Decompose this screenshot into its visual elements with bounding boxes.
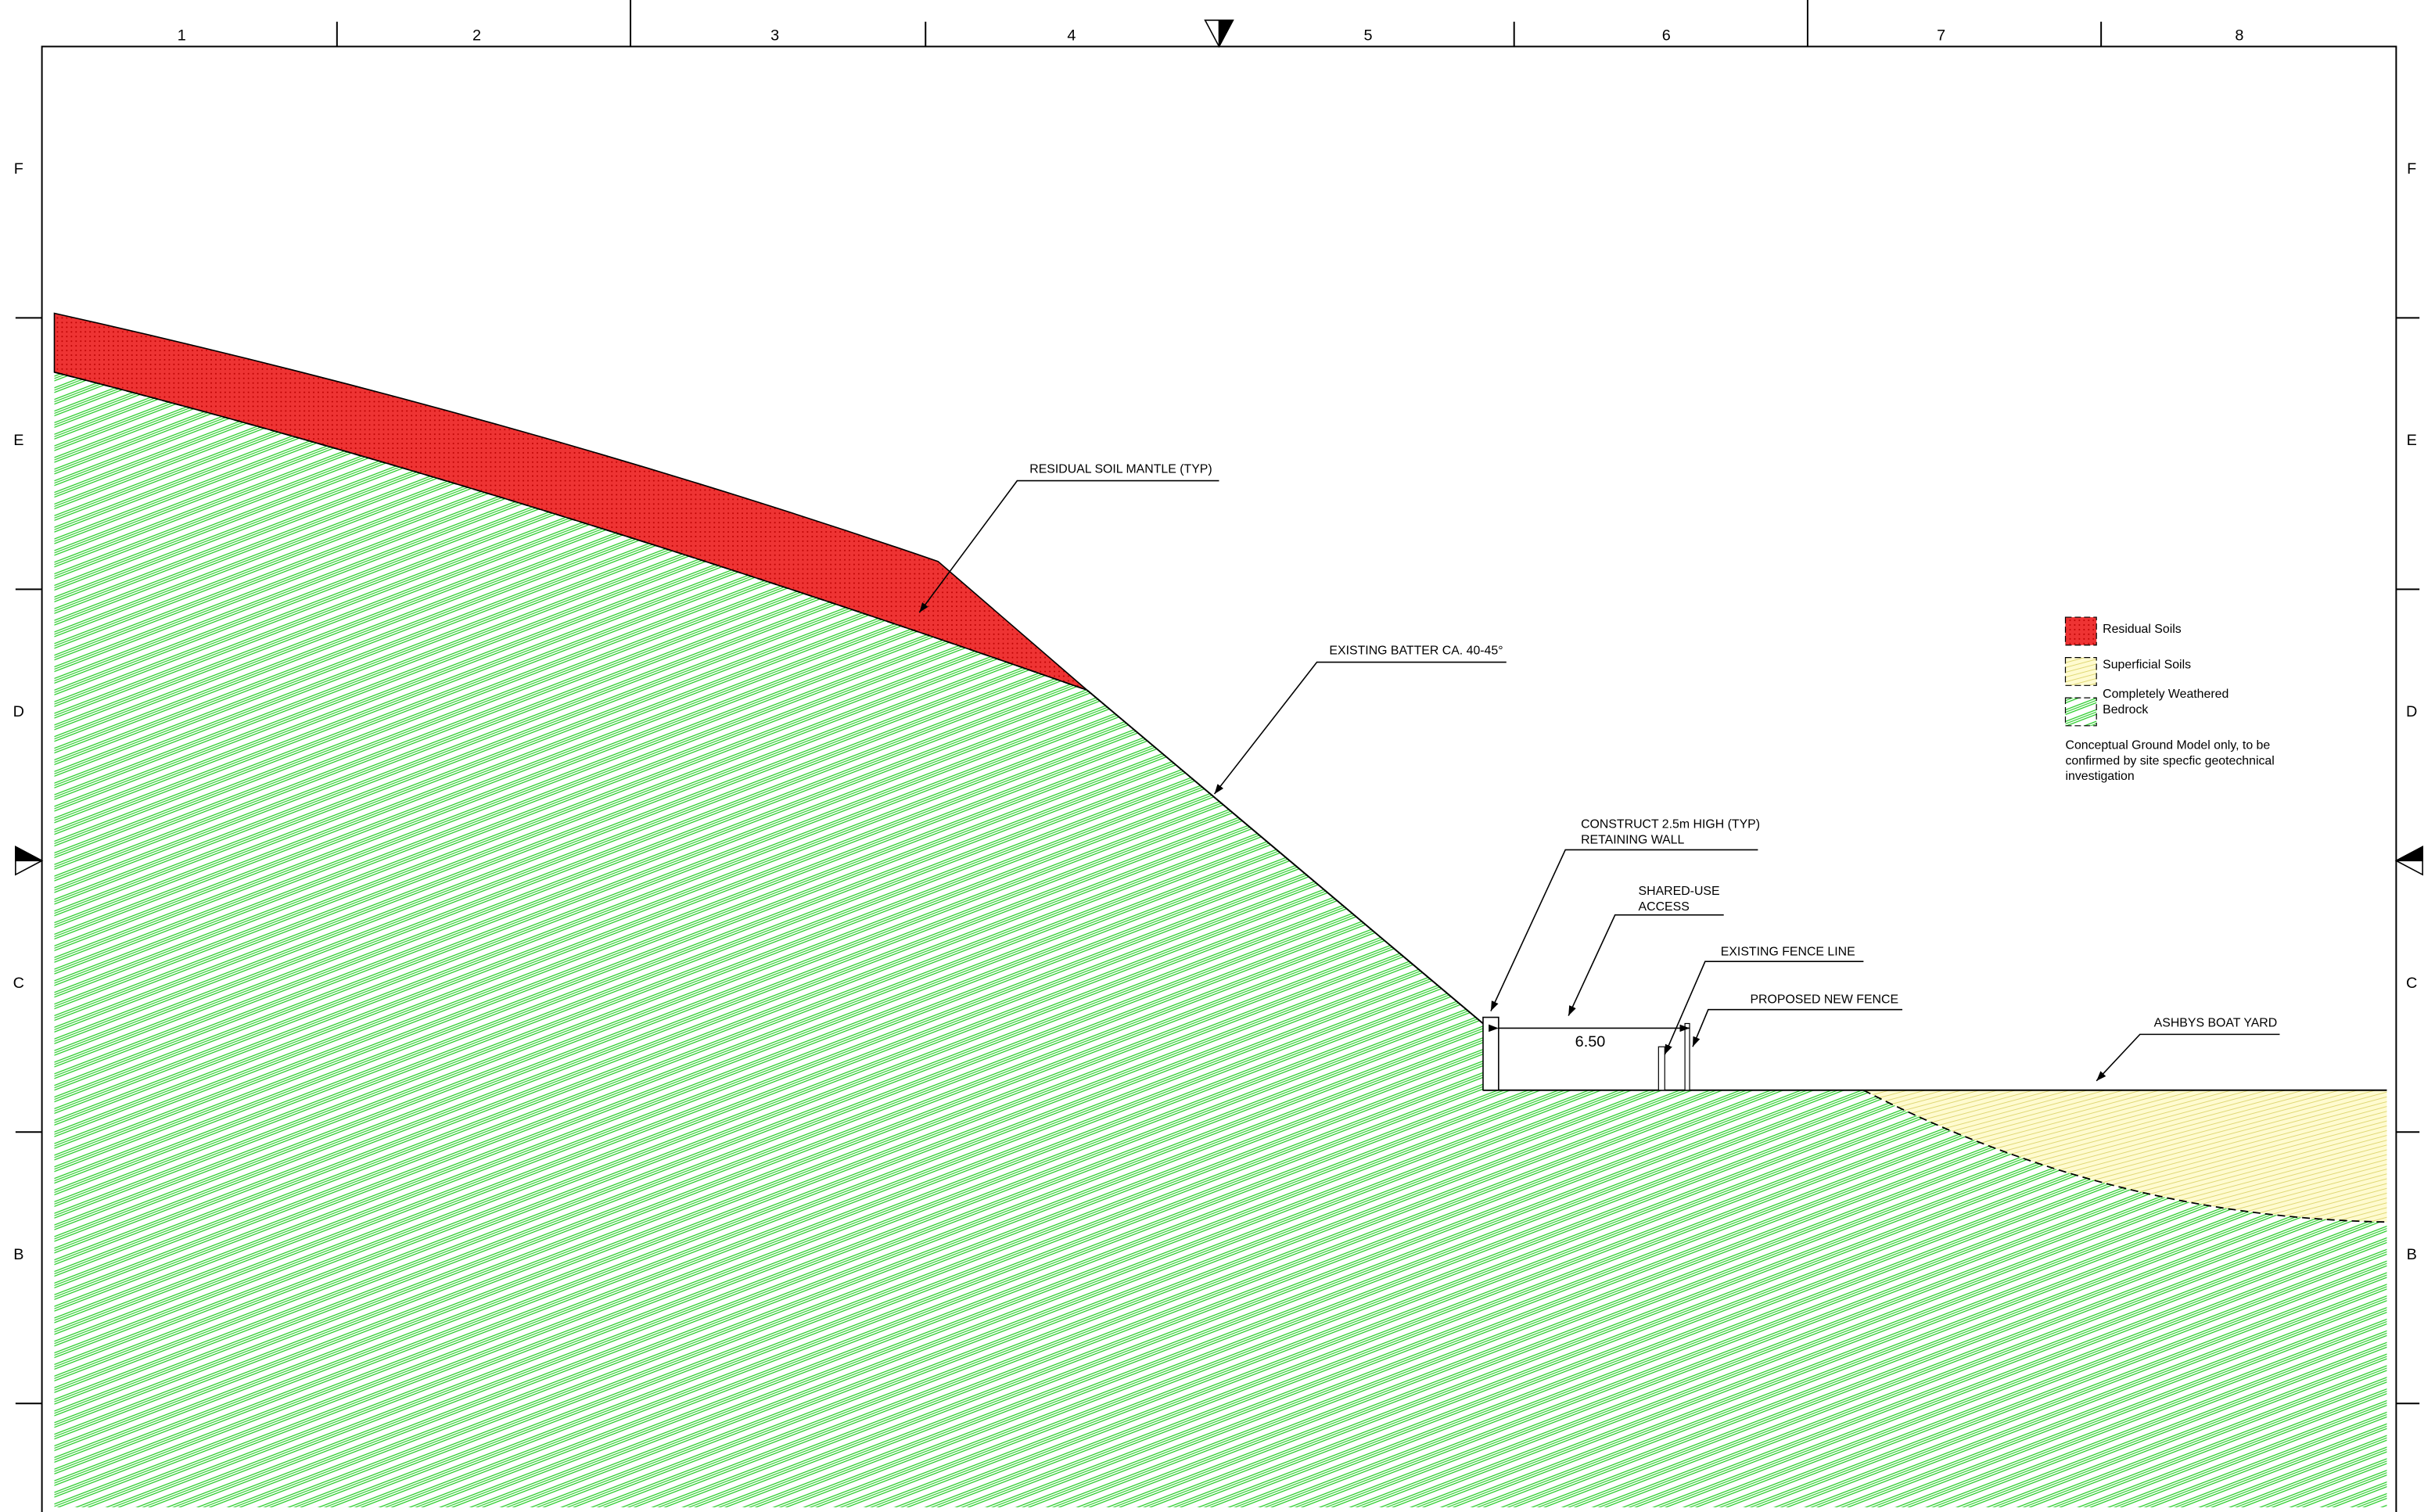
superficial-soils	[1863, 1090, 2387, 1223]
ground-surface	[1086, 689, 2387, 1091]
legend	[2064, 616, 2097, 727]
column-label: 1	[178, 27, 186, 45]
retaining-wall	[1482, 1016, 1499, 1091]
dimension-text: 6.50	[1575, 1033, 1606, 1050]
grid-ticks	[15, 0, 2420, 1405]
row-label: E	[2407, 432, 2417, 449]
annotation: EXISTING FENCE LINE	[1721, 945, 1855, 958]
annotation: RESIDUAL SOIL MANTLE (TYP)	[1029, 463, 1212, 476]
column-label: 4	[1067, 27, 1076, 45]
legend-label: Bedrock	[2103, 703, 2148, 716]
proposed-fence	[1684, 1022, 1690, 1091]
annotation: SHARED-USE	[1639, 885, 1720, 898]
column-label: 8	[2235, 27, 2243, 45]
row-label: E	[13, 432, 23, 449]
annotation: PROPOSED NEW FENCE	[1750, 993, 1898, 1007]
legend-note: Conceptual Ground Model only, to be	[2065, 739, 2270, 752]
row-label: D	[2406, 703, 2417, 720]
row-label: B	[13, 1246, 23, 1263]
row-label: C	[13, 975, 24, 992]
row-label: F	[2407, 160, 2416, 178]
legend-label: Completely Weathered	[2103, 688, 2228, 701]
boundary-dash	[54, 371, 2387, 1223]
annotation: ASHBYS BOAT YARD	[2154, 1016, 2278, 1029]
existing-fence	[1657, 1046, 1665, 1091]
column-label: 2	[472, 27, 481, 45]
centre-marks	[15, 19, 2423, 876]
column-label: 6	[1662, 27, 1671, 45]
leaders	[918, 479, 2280, 1082]
column-label: 3	[770, 27, 779, 45]
row-label: B	[2407, 1246, 2417, 1263]
row-label: D	[13, 703, 24, 720]
legend-note: investigation	[2065, 770, 2134, 783]
annotation: RETAINING WALL	[1581, 834, 1684, 847]
column-label: 7	[1937, 27, 1945, 45]
annotation: CONSTRUCT 2.5m HIGH (TYP)	[1581, 818, 1760, 831]
annotations: RESIDUAL SOIL MANTLE (TYP) EXISTING BATTE…	[1029, 463, 2277, 1030]
annotation: EXISTING BATTER CA. 40-45°	[1329, 645, 1503, 658]
legend-label: Residual Soils	[2103, 623, 2182, 636]
grid-labels: 1 2 3 4 5 6 7 8 F F E E D D C C B B	[13, 27, 2418, 1263]
row-label: F	[14, 160, 23, 178]
legend-text: Residual Soils Superficial Soils Completel…	[2065, 623, 2274, 783]
column-label: 5	[1364, 27, 1373, 45]
annotation: ACCESS	[1639, 900, 1690, 914]
bedrock	[54, 372, 2387, 1508]
legend-note: confirmed by site specfic geotechnical	[2065, 754, 2274, 767]
legend-label: Superficial Soils	[2103, 658, 2191, 671]
row-label: C	[2406, 975, 2417, 992]
